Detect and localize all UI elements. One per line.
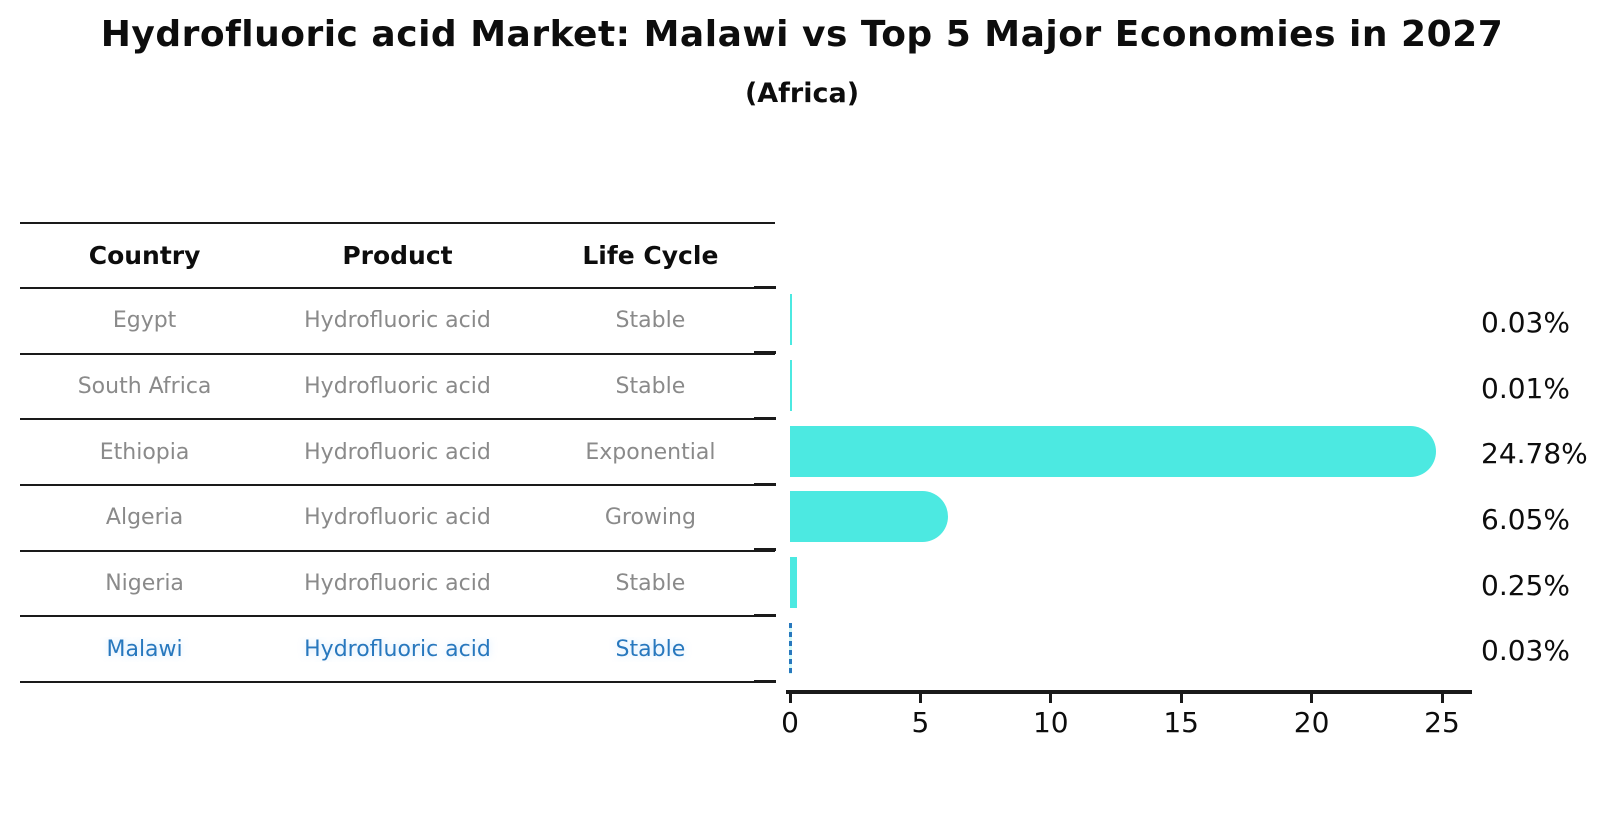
table-header-row: Country Product Life Cycle [20, 224, 775, 289]
life-cycle-cell: Stable [615, 374, 686, 400]
bar-south-africa [790, 360, 792, 412]
table-row-south-africa: South Africa Hydrofluoric acid Stable [20, 355, 775, 421]
product-cell: Hydrofluoric acid [304, 308, 491, 334]
column-header-product: Product [342, 241, 453, 270]
value-label-malawi: 0.03% [1481, 634, 1570, 668]
value-label-nigeria: 0.25% [1481, 568, 1570, 602]
bar-egypt [790, 294, 792, 346]
x-axis-tick-label: 15 [1163, 706, 1199, 739]
x-axis-tick-label: 10 [1032, 706, 1069, 739]
table-row-algeria: Algeria Hydrofluoric acid Growing [20, 486, 775, 552]
x-axis-tick-label: 0 [781, 706, 799, 739]
y-axis-tick [754, 548, 776, 552]
value-label-algeria: 6.05% [1481, 502, 1570, 536]
x-axis-tick [788, 694, 792, 703]
table-row-nigeria: Nigeria Hydrofluoric acid Stable [20, 552, 775, 618]
life-cycle-cell: Stable [615, 636, 686, 662]
life-cycle-cell: Stable [615, 571, 686, 597]
country-cell: Egypt [112, 308, 177, 334]
column-header-life-cycle: Life Cycle [582, 241, 719, 270]
x-axis-tick-label: 25 [1424, 706, 1460, 739]
country-cell: Nigeria [105, 571, 184, 597]
chart-subtitle: (Africa) [744, 78, 860, 109]
x-axis-line [786, 690, 1472, 694]
x-axis-tick [918, 694, 922, 703]
value-label-ethiopia: 24.78% [1481, 437, 1588, 471]
life-cycle-cell: Growing [604, 505, 696, 531]
product-cell: Hydrofluoric acid [304, 374, 491, 400]
bar-algeria [790, 491, 948, 543]
y-axis-tick [754, 285, 776, 289]
chart-title: Hydrofluoric acid Market: Malawi vs Top … [100, 14, 1504, 55]
product-cell: Hydrofluoric acid [304, 505, 491, 531]
table-row-egypt: Egypt Hydrofluoric acid Stable [20, 289, 775, 355]
y-axis-tick [754, 679, 776, 683]
table-row-ethiopia: Ethiopia Hydrofluoric acid Exponential [20, 420, 775, 487]
value-label-egypt: 0.03% [1481, 305, 1570, 339]
bar-ethiopia [790, 425, 1437, 477]
y-axis-tick [754, 482, 776, 486]
x-axis-tick [1310, 694, 1314, 703]
column-header-country: Country [88, 241, 201, 270]
bar-nigeria [790, 557, 797, 609]
life-cycle-cell: Stable [615, 308, 686, 334]
country-cell: Algeria [105, 505, 184, 531]
x-axis-tick [1440, 694, 1444, 703]
product-cell: Hydrofluoric acid [304, 439, 491, 465]
country-cell: Ethiopia [99, 439, 190, 465]
x-axis-tick-label: 5 [911, 706, 930, 739]
country-cell: South Africa [77, 374, 212, 400]
bar-malawi-highlighted [789, 622, 792, 674]
value-label-south-africa: 0.01% [1481, 371, 1570, 405]
x-axis-tick [1179, 694, 1183, 703]
x-axis-tick-label: 20 [1293, 706, 1330, 739]
product-cell: Hydrofluoric acid [304, 571, 491, 597]
y-axis-tick [754, 416, 776, 420]
x-axis-tick [1049, 694, 1053, 703]
country-table: Country Product Life Cycle Egypt Hydrofluor… [20, 222, 775, 684]
country-cell: Malawi [106, 636, 183, 662]
product-cell: Hydrofluoric acid [304, 636, 491, 662]
y-axis-tick [754, 614, 776, 617]
table-row-malawi: Malawi Hydrofluoric acid Stable [20, 617, 775, 684]
life-cycle-cell: Exponential [585, 439, 716, 465]
y-axis-tick [754, 351, 776, 355]
